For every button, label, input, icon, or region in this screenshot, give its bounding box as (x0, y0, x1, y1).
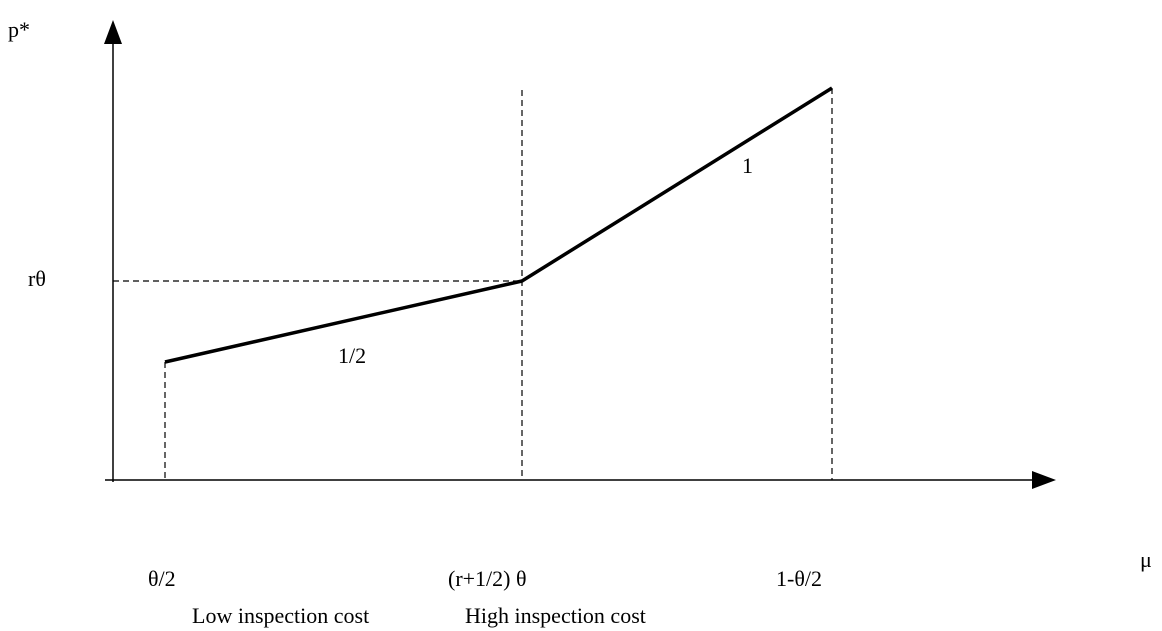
region-label: Low inspection cost (192, 603, 369, 628)
price-curve (164, 86, 833, 364)
x-mark-label: 1-θ/2 (776, 566, 822, 591)
y-axis-arrow (104, 20, 122, 44)
x-mark-label: (r+1/2) θ (448, 566, 527, 591)
slope-label: 1 (742, 153, 753, 178)
slope-label: 1/2 (338, 343, 366, 368)
y-mark-label: rθ (28, 266, 46, 291)
region-label: High inspection cost (465, 603, 646, 628)
y-axis-label: p* (8, 17, 30, 42)
x-axis-label: μ (1140, 547, 1152, 572)
x-axis-arrow (1032, 471, 1056, 489)
x-mark-label: θ/2 (148, 566, 176, 591)
